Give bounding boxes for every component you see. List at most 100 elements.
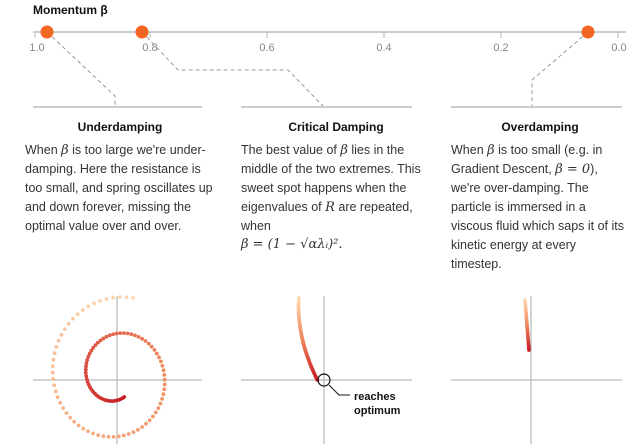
trajectory-point xyxy=(80,308,85,312)
trajectory-point xyxy=(86,354,91,359)
trajectory-point xyxy=(162,373,167,377)
trajectory-point xyxy=(96,433,100,437)
trajectory-point xyxy=(51,377,56,381)
trajectory-point xyxy=(98,298,103,303)
trajectory-overdamping xyxy=(523,298,531,352)
trajectory-point xyxy=(59,332,64,337)
beta-symbol: β xyxy=(100,3,108,17)
trajectory-point xyxy=(162,382,167,387)
trajectory-point xyxy=(55,395,60,400)
slider-handle-overdamping[interactable] xyxy=(581,25,595,39)
trajectory-point xyxy=(101,336,106,341)
trajectory-point xyxy=(98,338,103,343)
trajectory-point xyxy=(153,410,158,415)
tick-label-1: 0.8 xyxy=(142,42,157,54)
trajectory-point xyxy=(140,336,145,341)
trajectory-point xyxy=(116,434,121,439)
trajectory-point xyxy=(129,332,134,337)
trajectory-point xyxy=(72,419,77,424)
trajectory-point xyxy=(58,400,63,405)
trajectory-point xyxy=(56,338,61,343)
description-critical-damping: The best value of β lies in the middle o… xyxy=(241,141,431,254)
trajectory-point xyxy=(87,351,92,356)
trajectory-point xyxy=(51,357,56,362)
trajectory-point xyxy=(83,367,88,372)
trajectory-point xyxy=(136,427,140,432)
trajectory-point xyxy=(71,316,75,321)
trajectory-point xyxy=(146,341,151,346)
column-critical-damping: Critical Damping The best value of β lie… xyxy=(241,118,431,254)
description-overdamping: When β is too small (e.g. in Gradient De… xyxy=(451,141,629,274)
trajectory-point xyxy=(86,429,90,434)
annotation-reaches: reaches xyxy=(354,391,396,403)
trajectory-point xyxy=(104,297,109,301)
description-underdamping: When β is too large we're under-damping.… xyxy=(25,141,215,236)
tick-label-0: 1.0 xyxy=(29,42,44,54)
trajectory-point xyxy=(147,418,152,423)
trajectory-point xyxy=(107,333,112,338)
text-run: lies in the middle of the two extremes. … xyxy=(241,143,421,214)
trajectory-point xyxy=(111,332,115,337)
connector-critical xyxy=(141,31,324,107)
trajectory-point xyxy=(162,377,167,382)
optimum-marker xyxy=(317,373,331,387)
trajectory-point xyxy=(101,434,106,439)
text-run: is too large we're under-damping. Here t… xyxy=(25,143,213,233)
trajectory-point xyxy=(104,334,109,339)
text-run: is too small (e.g. in Gradient Descent, xyxy=(451,143,603,176)
trajectory-point xyxy=(118,331,123,335)
slider-handle-underdamping[interactable] xyxy=(40,25,54,39)
slider-tick-labels: 1.0 0.8 0.6 0.4 0.2 0.0 xyxy=(29,42,626,54)
slider-title-text: Momentum xyxy=(33,3,101,17)
trajectory-point xyxy=(83,370,88,375)
trajectory-point xyxy=(61,406,65,410)
trajectory-point xyxy=(64,411,69,415)
trajectory-point xyxy=(50,364,55,368)
trajectory-point xyxy=(527,348,531,352)
trajectory-point xyxy=(75,312,80,316)
tick-label-2: 0.6 xyxy=(259,42,274,54)
trajectory-point xyxy=(131,296,136,300)
trajectory-point xyxy=(151,414,155,419)
trajectory-point xyxy=(121,433,126,438)
trajectory-point xyxy=(149,344,154,349)
text-run: When xyxy=(451,143,488,157)
trajectory-point xyxy=(124,295,129,300)
trajectory-point xyxy=(144,421,148,426)
trajectory-point xyxy=(86,304,91,309)
trajectory-point xyxy=(91,431,95,436)
trajectory-point xyxy=(161,392,166,397)
plot-overdamping xyxy=(451,296,622,444)
text-run: are repeated, when xyxy=(241,200,413,233)
trajectory-point xyxy=(84,364,88,369)
beta-zero: β = 0 xyxy=(555,162,591,177)
trajectory-point xyxy=(125,331,130,336)
heading-underdamping: Underdamping xyxy=(77,120,163,134)
critical-formula: β = (1 − √αλᵢ)². xyxy=(241,237,343,252)
connector-overdamping xyxy=(531,31,589,106)
trajectory-point xyxy=(140,425,145,429)
r-symbol: R xyxy=(325,200,335,215)
tick-label-5: 0.0 xyxy=(611,42,626,54)
slider-handle-critical[interactable] xyxy=(135,25,149,39)
beta-symbol: β xyxy=(340,143,348,158)
column-underdamping: Underdamping When β is too large we're u… xyxy=(25,118,215,236)
trajectory-point xyxy=(92,301,96,306)
trajectory-point xyxy=(89,348,94,353)
trajectory-point xyxy=(154,351,159,356)
heading-critical-damping: Critical Damping xyxy=(288,120,384,134)
trajectory-point xyxy=(117,295,122,299)
trajectory-point xyxy=(52,351,57,356)
trajectory-point xyxy=(66,321,71,326)
trajectory-point xyxy=(133,333,137,338)
trajectory-point xyxy=(76,423,81,428)
trajectory-point xyxy=(143,339,148,343)
trajectory-point xyxy=(111,435,116,439)
optimum-leader-line xyxy=(328,384,350,396)
slider-ticks xyxy=(34,32,619,38)
trajectory-point xyxy=(85,358,90,362)
trajectory-point xyxy=(68,415,73,420)
annotation-optimum: optimum xyxy=(354,405,401,417)
trajectory-point xyxy=(136,335,141,339)
